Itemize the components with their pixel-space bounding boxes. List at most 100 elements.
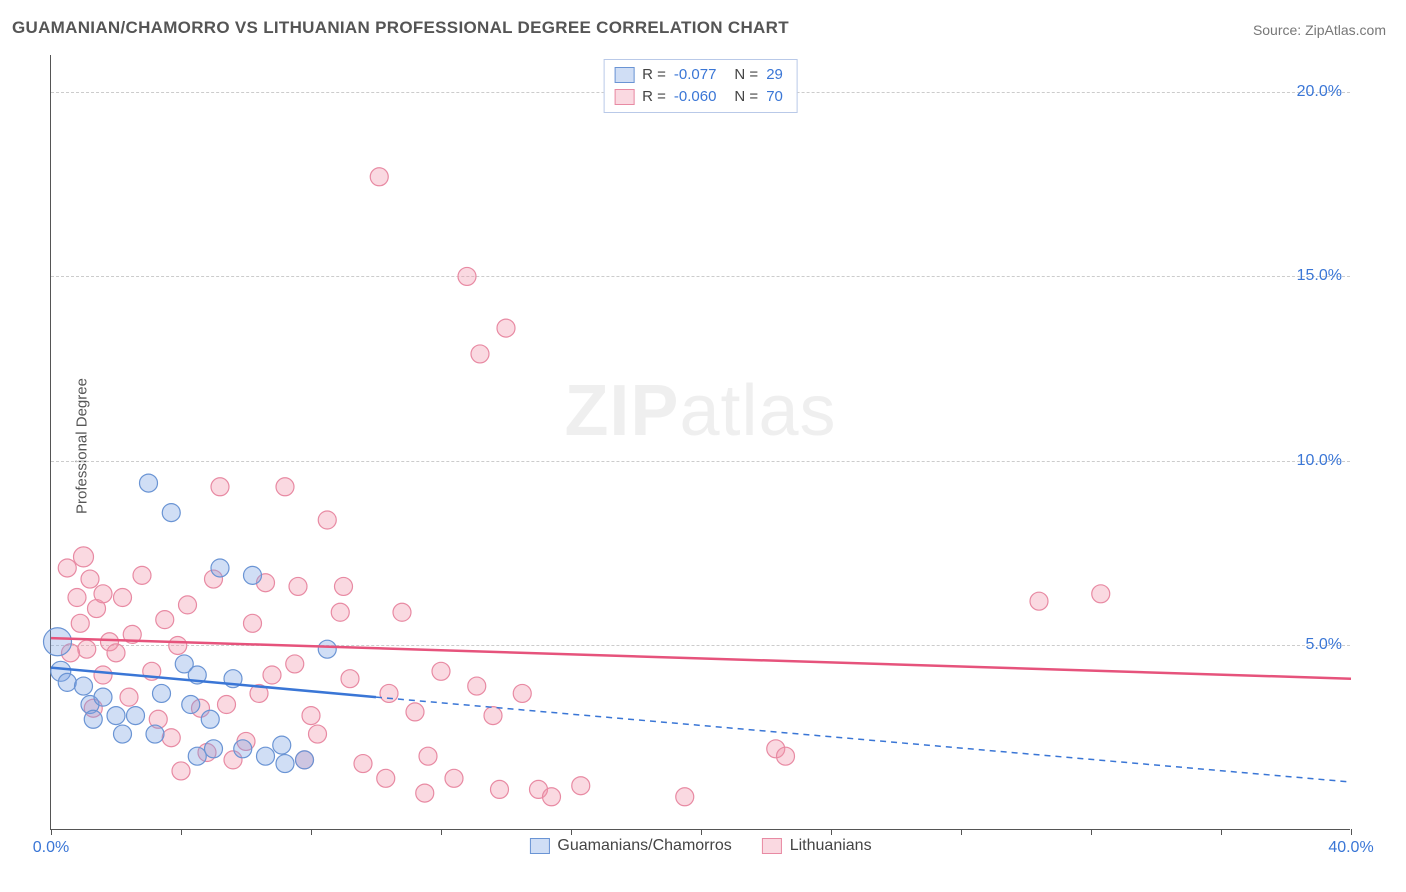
data-point (201, 710, 219, 728)
data-point (380, 684, 398, 702)
data-point (182, 696, 200, 714)
legend-item: Guamanians/Chamorros (529, 837, 731, 855)
trend-line-dashed (376, 697, 1351, 782)
x-tick (571, 829, 572, 835)
data-point (377, 769, 395, 787)
data-point (341, 670, 359, 688)
legend-n-value: 70 (766, 86, 783, 108)
data-point (140, 474, 158, 492)
data-point (468, 677, 486, 695)
x-tick (1091, 829, 1092, 835)
legend-n-label: N = (734, 86, 758, 108)
data-point (162, 504, 180, 522)
legend-r-value: -0.077 (674, 64, 717, 86)
data-point (127, 707, 145, 725)
legend-label: Guamanians/Chamorros (557, 837, 731, 854)
legend-swatch (529, 838, 549, 854)
data-point (107, 707, 125, 725)
data-point (257, 747, 275, 765)
x-tick (311, 829, 312, 835)
data-point (107, 644, 125, 662)
data-point (276, 478, 294, 496)
data-point (458, 267, 476, 285)
data-point (296, 751, 314, 769)
data-point (172, 762, 190, 780)
data-point (331, 603, 349, 621)
data-point (354, 755, 372, 773)
scatter-svg (51, 55, 1350, 829)
data-point (211, 478, 229, 496)
legend-r-label: R = (642, 86, 666, 108)
legend-r-value: -0.060 (674, 86, 717, 108)
legend-stats-row: R = -0.077N = 29 (614, 64, 783, 86)
x-tick (831, 829, 832, 835)
data-point (1030, 592, 1048, 610)
data-point (74, 547, 94, 567)
x-tick-label: 0.0% (33, 839, 69, 857)
data-point (335, 577, 353, 595)
data-point (94, 666, 112, 684)
data-point (94, 585, 112, 603)
data-point (572, 777, 590, 795)
data-point (146, 725, 164, 743)
legend-n-value: 29 (766, 64, 783, 86)
legend-stats-row: R = -0.060 N = 70 (614, 86, 783, 108)
data-point (777, 747, 795, 765)
data-point (289, 577, 307, 595)
data-point (120, 688, 138, 706)
data-point (44, 628, 72, 656)
data-point (169, 636, 187, 654)
data-point (445, 769, 463, 787)
data-point (114, 725, 132, 743)
data-point (153, 684, 171, 702)
data-point (309, 725, 327, 743)
legend-n-label: N = (734, 64, 758, 86)
data-point (81, 570, 99, 588)
data-point (513, 684, 531, 702)
data-point (393, 603, 411, 621)
plot-area: ZIPatlas 5.0%10.0%15.0%20.0% 0.0%40.0% R… (50, 55, 1350, 830)
legend-stats-box: R = -0.077 N = 29R = -0.060 N = 70 (603, 59, 798, 113)
data-point (491, 780, 509, 798)
data-point (162, 729, 180, 747)
data-point (302, 707, 320, 725)
data-point (75, 677, 93, 695)
data-point (205, 740, 223, 758)
data-point (471, 345, 489, 363)
data-point (273, 736, 291, 754)
legend-swatch (614, 89, 634, 105)
x-tick (1351, 829, 1352, 835)
data-point (432, 662, 450, 680)
data-point (318, 640, 336, 658)
data-point (179, 596, 197, 614)
x-tick (181, 829, 182, 835)
data-point (58, 673, 76, 691)
data-point (276, 755, 294, 773)
data-point (263, 666, 281, 684)
trend-line (51, 638, 1351, 679)
data-point (1092, 585, 1110, 603)
data-point (406, 703, 424, 721)
data-point (71, 614, 89, 632)
data-point (188, 747, 206, 765)
data-point (218, 696, 236, 714)
data-point (484, 707, 502, 725)
data-point (114, 589, 132, 607)
data-point (318, 511, 336, 529)
x-tick (961, 829, 962, 835)
data-point (244, 566, 262, 584)
x-tick (701, 829, 702, 835)
x-tick-label: 40.0% (1328, 839, 1373, 857)
x-tick (51, 829, 52, 835)
data-point (211, 559, 229, 577)
data-point (676, 788, 694, 806)
data-point (68, 589, 86, 607)
data-point (416, 784, 434, 802)
x-tick (1221, 829, 1222, 835)
source-label: Source: ZipAtlas.com (1253, 22, 1386, 38)
legend-item: Lithuanians (762, 837, 872, 855)
data-point (94, 688, 112, 706)
x-tick (441, 829, 442, 835)
legend-swatch (614, 67, 634, 83)
legend-bottom: Guamanians/Chamorros Lithuanians (529, 837, 871, 855)
